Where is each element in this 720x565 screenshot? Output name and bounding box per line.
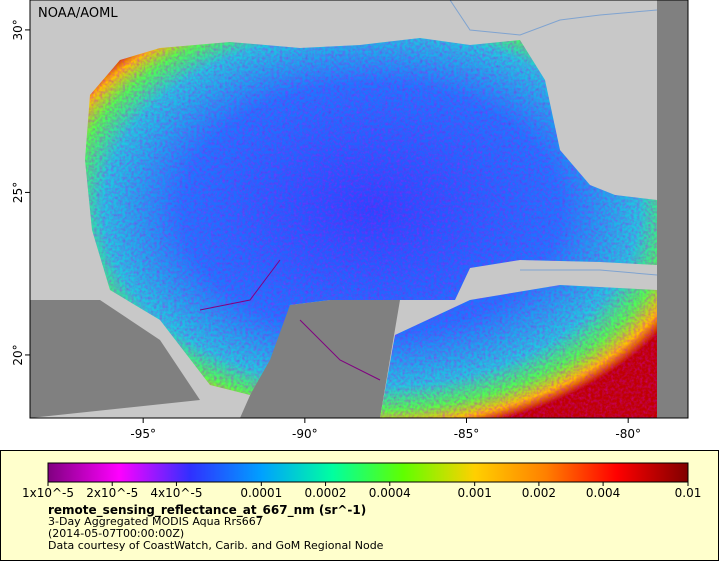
legend-line: 3-Day Aggregated MODIS Aqua Rrs667 <box>48 515 263 528</box>
legend-line: Data courtesy of CoastWatch, Carib. and … <box>48 539 384 552</box>
x-tick-label: -80° <box>615 427 641 441</box>
colorbar-tick-label: 0.0004 <box>369 486 411 500</box>
colorbar-tick-label: 2x10^-5 <box>86 486 138 500</box>
x-tick-label: -90° <box>292 427 318 441</box>
legend-title: remote_sensing_reflectance_at_667_nm (sr… <box>48 503 366 518</box>
y-tick-label: 20° <box>11 344 25 365</box>
y-tick-label: 25° <box>11 182 25 203</box>
colorbar-tick-label: 1x10^-5 <box>22 486 74 500</box>
axes: -95° -90° -85° -80° 20° 25° 30° <box>11 19 641 441</box>
borders <box>199 259 381 381</box>
colorbar <box>47 462 689 483</box>
credit: NOAA/AOML <box>38 6 118 21</box>
legend-ticks: 1x10^-5 2x10^-5 4x10^-5 0.0001 0.0002 0.0004 0… <box>22 482 701 500</box>
y-tick-label: 30° <box>11 19 25 40</box>
colorbar-tick-label: 0.002 <box>522 486 556 500</box>
x-tick-label: -95° <box>130 427 156 441</box>
rivers <box>449 0 658 276</box>
colorbar-tick-label: 4x10^-5 <box>150 486 202 500</box>
colorbar-tick-label: 0.0001 <box>240 486 282 500</box>
colorbar-tick-label: 0.01 <box>675 486 702 500</box>
no-data-area <box>30 0 688 418</box>
map-frame <box>29 0 689 419</box>
colorbar-tick-label: 0.001 <box>457 486 491 500</box>
legend-line: (2014-05-07T00:00:00Z) <box>48 527 184 540</box>
colorbar-tick-label: 0.0002 <box>305 486 347 500</box>
colorbar-tick-label: 0.004 <box>586 486 620 500</box>
x-tick-label: -85° <box>454 427 480 441</box>
